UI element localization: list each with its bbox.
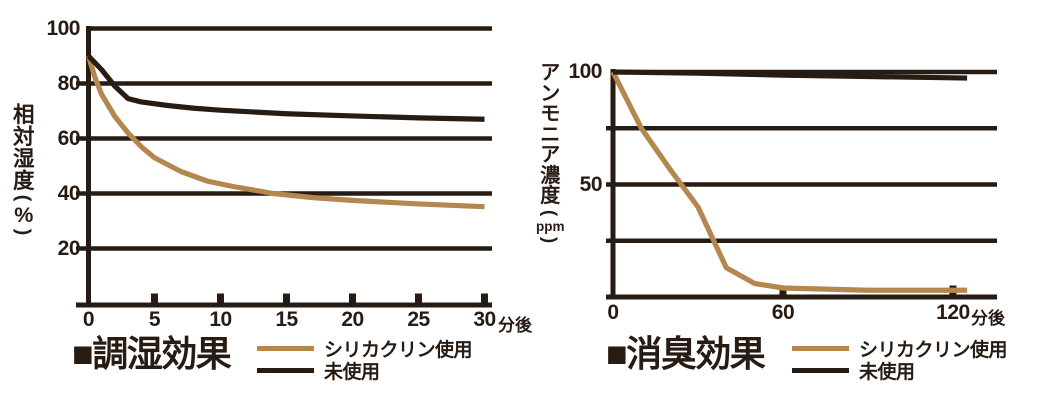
x-tick-mark <box>151 293 158 303</box>
y-axis-label-char: ニ <box>540 123 561 146</box>
legend-item: 未使用 <box>792 360 1007 383</box>
legend-item: 未使用 <box>257 360 472 383</box>
silica-clean-series-line <box>86 55 485 210</box>
x-tick-label: 20 <box>341 308 364 331</box>
silica-clean-legend-swatch <box>257 346 314 351</box>
silica-clean-legend-swatch <box>792 346 849 351</box>
x-tick-label: 5 <box>148 308 161 331</box>
x-tick-label: 60 <box>771 301 795 324</box>
unused-legend-swatch <box>792 368 849 373</box>
y-tick-label: 40 <box>57 181 81 205</box>
x-tick-mark <box>481 293 488 303</box>
y-tick-label: 100 <box>46 16 80 40</box>
x-axis-unit: 分後 <box>498 316 532 335</box>
humidity-chart-legend: シリカクリン使用 未使用 <box>257 338 473 383</box>
humidity-y-axis-label: 相対湿度(%) <box>13 104 35 238</box>
x-tick-mark <box>283 293 290 303</box>
y-axis-label-char: % <box>14 203 34 227</box>
y-axis-label-char: 度 <box>540 185 561 207</box>
x-tick-label: 0 <box>82 308 95 331</box>
unused-legend-swatch <box>257 368 314 373</box>
y-axis-label-char: ア <box>540 144 561 166</box>
humidity-chart-title: ■調湿効果 <box>72 333 232 374</box>
x-tick-mark <box>217 293 224 303</box>
x-tick-mark <box>415 293 422 303</box>
x-axis-unit: 分後 <box>971 309 1005 328</box>
y-axis-unit-text: ppm <box>536 218 565 234</box>
deodorize-chart-title: ■消臭効果 <box>606 333 766 374</box>
y-axis-label-paren: ) <box>540 236 562 243</box>
y-axis-label-char: 度 <box>13 169 35 193</box>
legend-label: 未使用 <box>324 362 380 383</box>
legend-label: 未使用 <box>859 362 915 383</box>
y-tick-label: 20 <box>57 236 81 260</box>
x-tick-label: 0 <box>607 301 619 324</box>
unused-series-line <box>86 54 485 122</box>
y-axis-label-char: 濃 <box>540 164 561 187</box>
y-axis-label-char: 相 <box>13 103 35 127</box>
y-tick-label: 80 <box>57 71 81 95</box>
x-tick-mark <box>349 293 356 303</box>
legend-label: シリカクリン使用 <box>324 340 473 361</box>
y-axis-label-char: ア <box>540 62 561 84</box>
y-tick-label: 60 <box>57 126 81 150</box>
silica-clean-series-line <box>610 70 968 293</box>
y-axis-label-char: モ <box>540 103 561 125</box>
legend-item: シリカクリン使用 <box>257 338 473 361</box>
deodorize-y-axis-label: アンモニア濃度(ppm) <box>536 63 565 246</box>
x-tick-label: 25 <box>407 308 430 331</box>
y-tick-label: 50 <box>579 172 603 196</box>
y-axis-label-char: 対 <box>13 125 35 149</box>
y-axis-label-char: ン <box>540 82 561 105</box>
unused-series-line <box>612 69 968 81</box>
x-tick-label: 30 <box>473 308 496 331</box>
legend-item: シリカクリン使用 <box>792 338 1008 361</box>
y-axis-label-paren: ) <box>12 228 35 236</box>
deodorize-chart-legend: シリカクリン使用 未使用 <box>792 338 1008 383</box>
y-axis-label-char: 湿 <box>13 147 35 171</box>
x-tick-label: 15 <box>275 308 298 331</box>
x-tick-label: 120 <box>936 301 970 324</box>
x-tick-label: 10 <box>209 308 232 331</box>
legend-label: シリカクリン使用 <box>859 340 1008 361</box>
y-axis-label-paren: ( <box>540 209 562 216</box>
y-tick-label: 100 <box>568 60 602 83</box>
